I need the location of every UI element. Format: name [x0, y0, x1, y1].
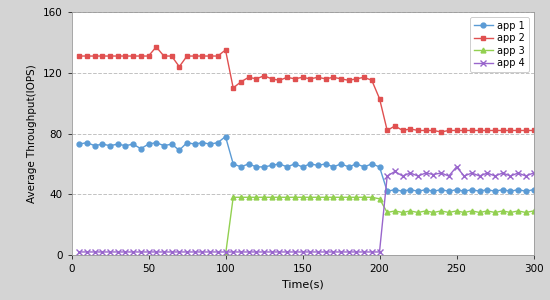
app 3 — [245, 196, 252, 199]
app 3 — [430, 211, 437, 214]
app 1 — [76, 142, 82, 146]
app 1 — [238, 165, 244, 169]
app 3 — [368, 196, 375, 199]
app 2 — [238, 80, 244, 84]
app 2 — [368, 79, 375, 82]
app 3 — [230, 196, 236, 199]
Line: app 2: app 2 — [77, 44, 536, 134]
app 3 — [399, 211, 406, 214]
app 3 — [376, 197, 383, 201]
app 3 — [330, 196, 337, 199]
Legend: app 1, app 2, app 3, app 4: app 1, app 2, app 3, app 4 — [470, 17, 529, 72]
app 3 — [299, 196, 306, 199]
app 3 — [345, 196, 352, 199]
app 3 — [438, 209, 444, 213]
app 1 — [191, 142, 198, 146]
app 3 — [484, 209, 491, 213]
app 4 — [361, 250, 367, 254]
app 2 — [530, 129, 537, 132]
app 2 — [153, 45, 159, 49]
app 3 — [284, 196, 290, 199]
app 3 — [507, 211, 514, 214]
app 3 — [476, 211, 483, 214]
Line: app 3: app 3 — [223, 195, 536, 257]
app 2 — [230, 86, 236, 90]
app 4 — [222, 250, 229, 254]
app 3 — [253, 196, 260, 199]
app 3 — [453, 209, 460, 213]
app 3 — [407, 209, 414, 213]
app 4 — [191, 250, 198, 254]
app 3 — [446, 211, 452, 214]
app 3 — [276, 196, 283, 199]
app 3 — [353, 196, 360, 199]
Y-axis label: Average Throughput(IOPS): Average Throughput(IOPS) — [27, 64, 37, 203]
app 2 — [199, 54, 206, 58]
app 3 — [307, 196, 314, 199]
app 3 — [268, 196, 275, 199]
app 1 — [230, 162, 236, 166]
app 3 — [315, 196, 321, 199]
app 3 — [392, 209, 398, 213]
app 4 — [207, 250, 213, 254]
app 3 — [361, 196, 367, 199]
app 1 — [530, 188, 537, 191]
app 3 — [422, 209, 429, 213]
app 1 — [384, 189, 390, 193]
app 1 — [222, 135, 229, 138]
app 3 — [515, 209, 521, 213]
app 3 — [415, 211, 421, 214]
app 3 — [469, 209, 475, 213]
app 3 — [499, 209, 506, 213]
Line: app 4: app 4 — [76, 164, 536, 255]
app 3 — [322, 196, 329, 199]
app 4 — [76, 250, 82, 254]
app 3 — [261, 196, 267, 199]
app 3 — [292, 196, 298, 199]
app 1 — [207, 142, 213, 146]
Line: app 1: app 1 — [77, 134, 536, 194]
app 3 — [522, 211, 529, 214]
X-axis label: Time(s): Time(s) — [282, 280, 323, 290]
app 2 — [161, 54, 167, 58]
app 3 — [492, 211, 498, 214]
app 3 — [530, 209, 537, 213]
app 3 — [461, 211, 468, 214]
app 3 — [238, 196, 244, 199]
app 4 — [153, 250, 159, 254]
app 4 — [230, 250, 236, 254]
app 3 — [338, 196, 344, 199]
app 4 — [530, 171, 537, 175]
app 2 — [76, 54, 82, 58]
app 1 — [153, 141, 159, 144]
app 2 — [214, 54, 221, 58]
app 3 — [222, 253, 229, 257]
app 1 — [368, 162, 375, 166]
app 2 — [438, 130, 444, 134]
app 4 — [453, 165, 460, 169]
app 3 — [384, 211, 390, 214]
